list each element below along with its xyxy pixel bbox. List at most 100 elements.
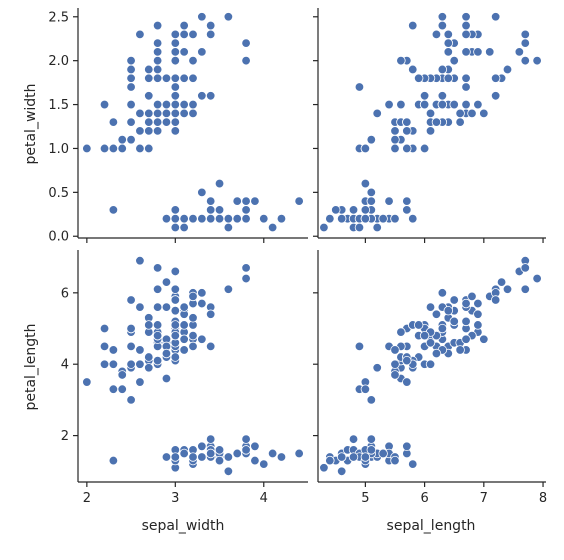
data-point <box>161 73 172 83</box>
data-point <box>144 73 154 83</box>
data-point <box>152 117 163 127</box>
data-point <box>170 29 181 40</box>
data-point <box>197 213 207 224</box>
data-point <box>360 178 371 189</box>
data-point <box>473 320 483 330</box>
data-point <box>241 263 251 273</box>
data-point <box>443 38 453 48</box>
data-point <box>461 47 471 57</box>
data-point <box>366 434 377 444</box>
data-point <box>205 20 216 31</box>
data-point <box>126 341 136 352</box>
data-point <box>170 222 181 233</box>
data-point <box>99 143 110 154</box>
y-tick-label: 1.5 <box>48 98 69 113</box>
data-point <box>223 222 234 233</box>
data-point <box>205 309 216 319</box>
data-point <box>390 370 400 380</box>
data-point <box>108 205 119 215</box>
data-point <box>473 99 483 110</box>
data-point <box>431 117 442 127</box>
data-point <box>117 370 127 380</box>
data-point <box>455 108 465 119</box>
data-point <box>402 205 412 215</box>
y-tick-label: 2.0 <box>48 54 69 69</box>
data-point <box>267 222 278 233</box>
data-point <box>372 108 382 119</box>
data-point <box>467 108 477 119</box>
data-point <box>126 55 136 66</box>
data-point <box>170 99 181 110</box>
data-point <box>108 384 119 394</box>
data-point <box>241 196 251 206</box>
x-tick-label: 5 <box>361 491 369 506</box>
data-point <box>241 213 251 224</box>
data-point <box>461 316 471 327</box>
data-point <box>117 384 127 394</box>
data-point <box>479 334 489 344</box>
data-point <box>431 348 442 359</box>
data-point <box>135 345 145 355</box>
panel-petal-width-vs-sepal-length <box>313 8 546 243</box>
data-point <box>372 363 382 373</box>
data-point <box>437 323 448 334</box>
x-tick-label: 7 <box>480 491 488 506</box>
data-point <box>390 126 400 136</box>
data-point <box>331 205 341 215</box>
y-tick-label: 2 <box>61 429 69 444</box>
data-point <box>214 445 225 455</box>
data-point <box>170 91 181 101</box>
data-point <box>390 143 400 154</box>
data-point <box>437 99 448 110</box>
data-point <box>126 395 136 405</box>
data-point <box>161 213 172 224</box>
data-point <box>161 277 172 287</box>
data-point <box>135 377 145 387</box>
data-point <box>179 213 189 224</box>
data-point <box>144 64 154 75</box>
data-point <box>170 117 181 127</box>
data-point <box>144 143 154 154</box>
data-point <box>259 213 269 224</box>
data-point <box>126 64 136 75</box>
data-point <box>366 187 377 198</box>
data-point <box>135 108 145 119</box>
data-point <box>161 373 172 384</box>
data-point <box>152 108 163 119</box>
data-point <box>402 143 412 154</box>
data-point <box>144 108 154 119</box>
data-point <box>188 330 198 341</box>
data-point <box>419 330 430 341</box>
data-point <box>473 309 483 319</box>
data-point <box>179 73 189 83</box>
data-point <box>443 47 453 57</box>
data-point <box>348 434 359 444</box>
data-point <box>390 345 400 355</box>
x-tick-label: 2 <box>83 491 91 506</box>
data-point <box>366 395 377 405</box>
data-point <box>179 20 189 31</box>
data-point <box>485 47 495 57</box>
panel-petal-length-vs-sepal-width: 2 3 4 2 4 6 <box>61 250 308 506</box>
data-point <box>232 213 242 224</box>
data-point <box>366 445 377 455</box>
data-point <box>384 99 394 110</box>
data-point <box>152 302 163 312</box>
data-point <box>408 20 418 31</box>
data-point <box>205 29 216 40</box>
data-point <box>276 213 287 224</box>
data-point <box>449 316 459 327</box>
data-point <box>197 298 207 309</box>
y-tick-label: 2.5 <box>48 10 69 25</box>
data-point <box>135 302 145 312</box>
data-point <box>241 434 251 444</box>
data-point <box>205 196 216 206</box>
data-point <box>520 38 530 48</box>
data-point <box>117 143 127 154</box>
x-axis-label-sepal-width: sepal_width <box>142 518 225 534</box>
data-point <box>360 205 371 215</box>
data-point <box>461 99 471 110</box>
data-point <box>82 143 92 154</box>
data-point <box>354 222 365 233</box>
data-point <box>223 213 234 224</box>
